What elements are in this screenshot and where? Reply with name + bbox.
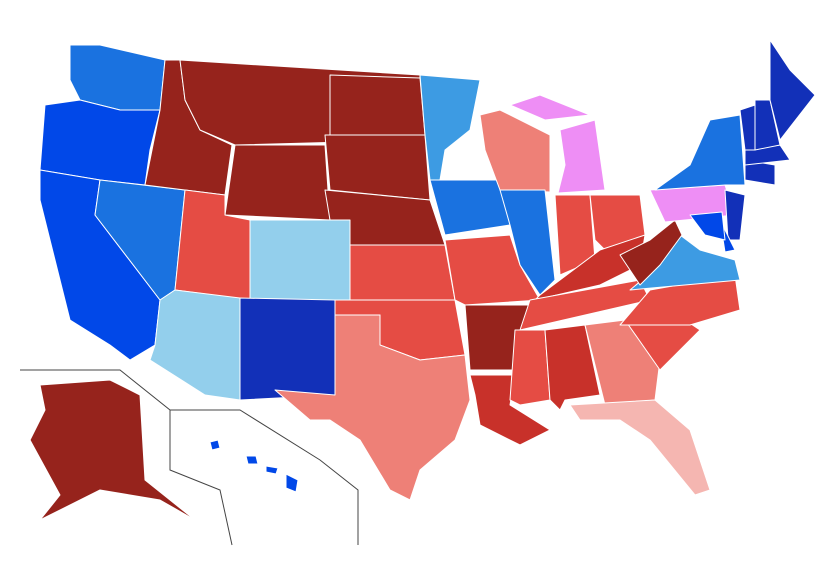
- state-shape-sd[interactable]: [324, 134, 431, 201]
- state-shape-ms[interactable]: [509, 329, 551, 406]
- state-ms[interactable]: [509, 329, 551, 406]
- state-md[interactable]: [689, 211, 726, 241]
- state-me[interactable]: [769, 39, 816, 141]
- state-wy[interactable]: [224, 144, 331, 221]
- state-shape-me[interactable]: [769, 39, 816, 141]
- state-az[interactable]: [149, 289, 241, 401]
- state-shape-wa[interactable]: [69, 44, 166, 111]
- state-shape-mn[interactable]: [419, 74, 481, 181]
- state-shape-wv[interactable]: [619, 219, 683, 286]
- alaska-inset-border: [20, 369, 233, 546]
- state-shape-tx[interactable]: [274, 314, 471, 501]
- state-wi[interactable]: [479, 109, 551, 193]
- state-shape-ny[interactable]: [654, 114, 746, 191]
- states-layer: [29, 39, 816, 521]
- hawaii-inset-border: [170, 409, 359, 545]
- state-sd[interactable]: [324, 134, 431, 201]
- state-tx[interactable]: [274, 314, 471, 501]
- state-fl[interactable]: [569, 399, 711, 496]
- state-shape-hi[interactable]: [285, 473, 299, 493]
- state-ak[interactable]: [29, 379, 196, 521]
- state-shape-nd[interactable]: [329, 74, 426, 136]
- state-shape-ks[interactable]: [349, 244, 456, 301]
- state-ia[interactable]: [429, 179, 511, 236]
- state-mi[interactable]: [509, 94, 606, 194]
- state-wv[interactable]: [619, 219, 683, 286]
- state-shape-wi[interactable]: [479, 109, 551, 193]
- state-nm[interactable]: [239, 297, 336, 401]
- state-shape-wy[interactable]: [224, 144, 331, 221]
- state-shape-or[interactable]: [39, 99, 161, 186]
- state-shape-ct[interactable]: [744, 159, 776, 186]
- state-shape-mi[interactable]: [557, 119, 606, 194]
- state-ks[interactable]: [349, 244, 456, 301]
- state-nd[interactable]: [329, 74, 426, 136]
- state-ny[interactable]: [654, 114, 746, 191]
- state-shape-fl[interactable]: [569, 399, 711, 496]
- state-mn[interactable]: [419, 74, 481, 181]
- state-ct[interactable]: [744, 159, 776, 186]
- state-wa[interactable]: [69, 44, 166, 111]
- state-shape-ak[interactable]: [29, 379, 196, 521]
- state-shape-az[interactable]: [149, 289, 241, 401]
- state-co[interactable]: [249, 219, 351, 301]
- state-nh[interactable]: [754, 99, 781, 151]
- state-shape-hi[interactable]: [265, 465, 279, 475]
- state-shape-nm[interactable]: [239, 297, 336, 401]
- state-hi[interactable]: [209, 439, 299, 493]
- state-shape-ia[interactable]: [429, 179, 511, 236]
- state-nj[interactable]: [724, 189, 746, 241]
- state-or[interactable]: [39, 99, 161, 186]
- state-shape-hi[interactable]: [245, 455, 259, 465]
- state-shape-md[interactable]: [689, 211, 726, 241]
- state-shape-hi[interactable]: [209, 439, 221, 451]
- state-shape-co[interactable]: [249, 219, 351, 301]
- state-shape-nj[interactable]: [724, 189, 746, 241]
- state-shape-nh[interactable]: [754, 99, 781, 151]
- state-shape-mi[interactable]: [509, 94, 591, 121]
